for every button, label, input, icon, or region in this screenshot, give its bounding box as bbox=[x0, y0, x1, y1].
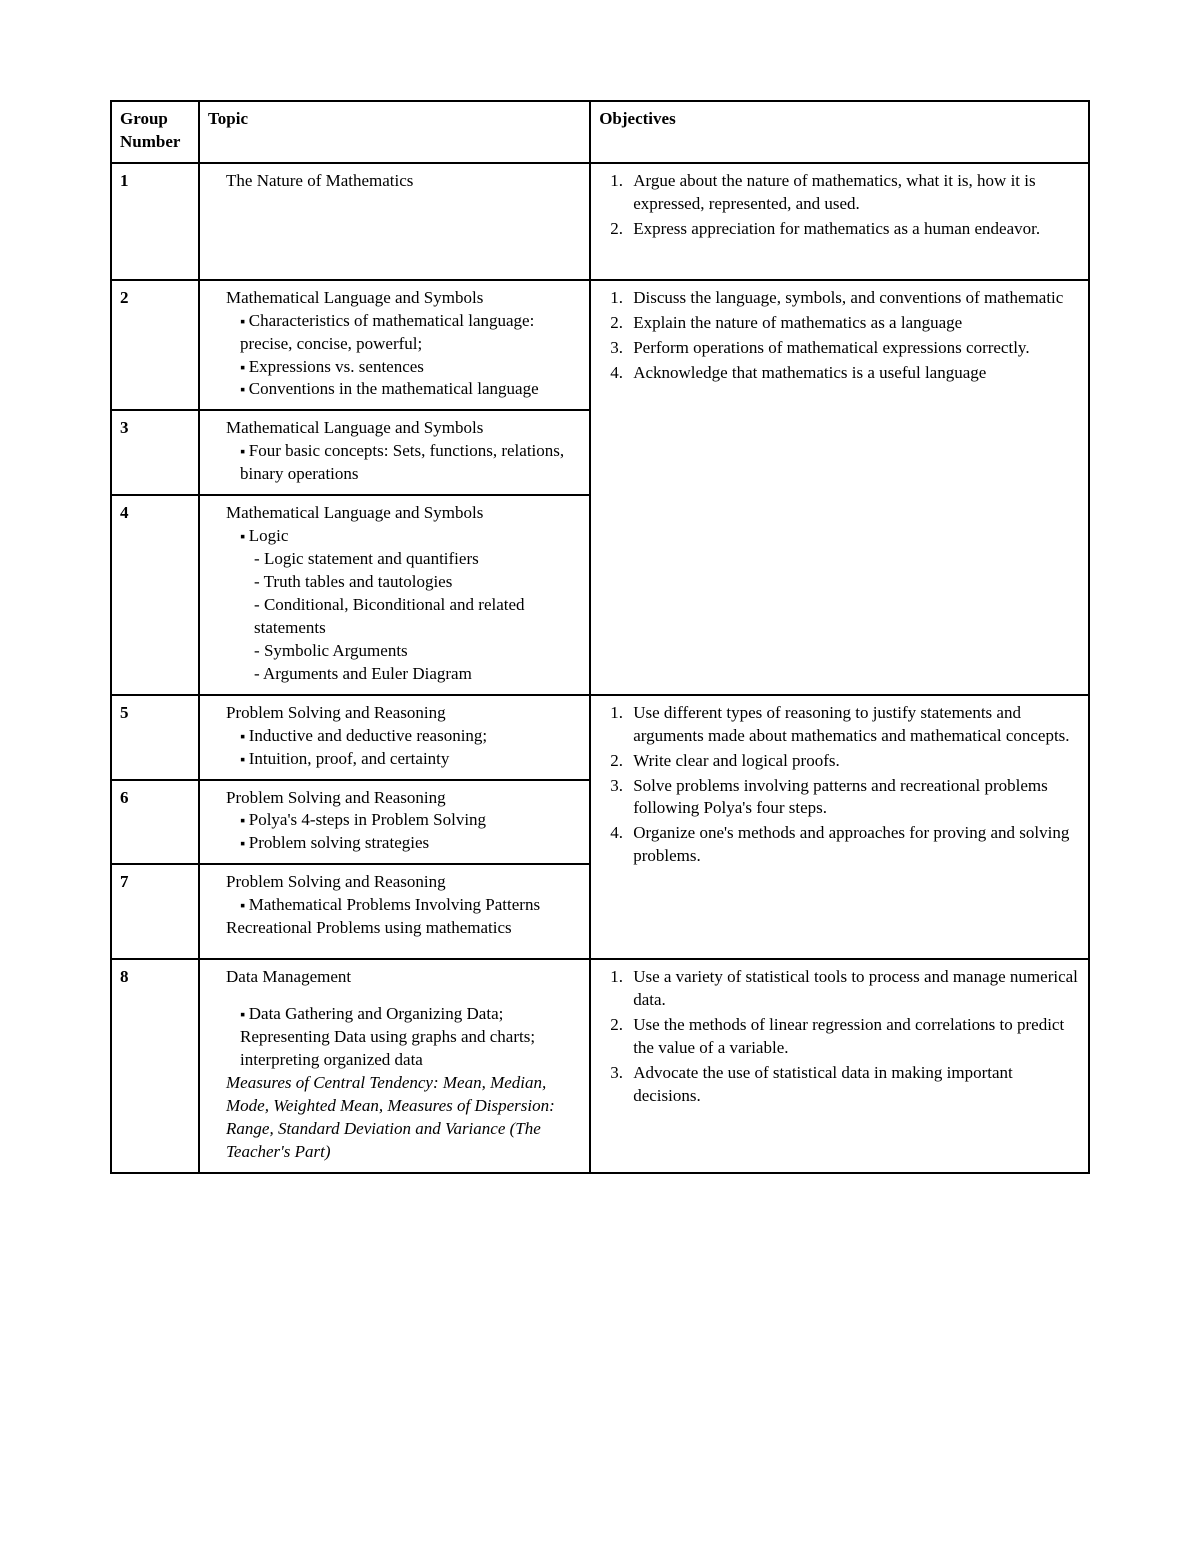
objective-item: Write clear and logical proofs. bbox=[627, 750, 1080, 773]
topic-bullet: Expressions vs. sentences bbox=[240, 356, 581, 379]
topic-bullet: Four basic concepts: Sets, functions, re… bbox=[240, 440, 581, 486]
topic-cell: The Nature of Mathematics bbox=[199, 163, 590, 280]
topic-title: Mathematical Language and Symbols bbox=[226, 287, 581, 310]
topic-cell: Data Management Data Gathering and Organ… bbox=[199, 959, 590, 1173]
group-number: 8 bbox=[111, 959, 199, 1173]
topic-bullet: Problem solving strategies bbox=[240, 832, 581, 855]
table-row: 8 Data Management Data Gathering and Org… bbox=[111, 959, 1089, 1173]
topic-bullet: Intuition, proof, and certainty bbox=[240, 748, 581, 771]
topic-cell: Mathematical Language and Symbols Logic … bbox=[199, 495, 590, 695]
objective-item: Explain the nature of mathematics as a l… bbox=[627, 312, 1080, 335]
group-number: 4 bbox=[111, 495, 199, 695]
topic-title: Problem Solving and Reasoning bbox=[226, 787, 581, 810]
topic-cell: Mathematical Language and Symbols Charac… bbox=[199, 280, 590, 411]
objective-item: Argue about the nature of mathematics, w… bbox=[627, 170, 1080, 216]
objectives-cell: Discuss the language, symbols, and conve… bbox=[590, 280, 1089, 695]
topic-dash: Arguments and Euler Diagram bbox=[254, 663, 581, 686]
objective-item: Discuss the language, symbols, and conve… bbox=[627, 287, 1080, 310]
topic-bullet: Polya's 4-steps in Problem Solving bbox=[240, 809, 581, 832]
objective-item: Acknowledge that mathematics is a useful… bbox=[627, 362, 1080, 385]
objective-item: Advocate the use of statistical data in … bbox=[627, 1062, 1080, 1108]
objective-item: Solve problems involving patterns and re… bbox=[627, 775, 1080, 821]
objectives-cell: Use different types of reasoning to just… bbox=[590, 695, 1089, 959]
topic-title: Mathematical Language and Symbols bbox=[226, 417, 581, 440]
objective-item: Express appreciation for mathematics as … bbox=[627, 218, 1080, 241]
topic-bullet: Data Gathering and Organizing Data; Repr… bbox=[240, 1003, 581, 1072]
group-number: 1 bbox=[111, 163, 199, 280]
topic-dash: Truth tables and tautologies bbox=[254, 571, 581, 594]
group-number: 3 bbox=[111, 410, 199, 495]
topic-title: Data Management bbox=[226, 966, 581, 989]
topic-dash: Symbolic Arguments bbox=[254, 640, 581, 663]
topic-bullet: Inductive and deductive reasoning; bbox=[240, 725, 581, 748]
header-objectives: Objectives bbox=[590, 101, 1089, 163]
group-number: 2 bbox=[111, 280, 199, 411]
table-row: 5 Problem Solving and Reasoning Inductiv… bbox=[111, 695, 1089, 780]
objective-item: Use the methods of linear regression and… bbox=[627, 1014, 1080, 1060]
header-row: Group Number Topic Objectives bbox=[111, 101, 1089, 163]
topic-cell: Problem Solving and Reasoning Polya's 4-… bbox=[199, 780, 590, 865]
topic-bullet: Mathematical Problems Involving Patterns bbox=[240, 894, 581, 917]
topic-italic: Measures of Central Tendency: Mean, Medi… bbox=[226, 1073, 555, 1161]
objective-item: Use a variety of statistical tools to pr… bbox=[627, 966, 1080, 1012]
topic-cell: Problem Solving and Reasoning Mathematic… bbox=[199, 864, 590, 959]
topic-dash: Conditional, Biconditional and related s… bbox=[254, 594, 581, 640]
header-group: Group Number bbox=[111, 101, 199, 163]
topic-title: Mathematical Language and Symbols bbox=[226, 502, 581, 525]
topic-cell: Problem Solving and Reasoning Inductive … bbox=[199, 695, 590, 780]
objective-item: Use different types of reasoning to just… bbox=[627, 702, 1080, 748]
syllabus-table: Group Number Topic Objectives 1 The Natu… bbox=[110, 100, 1090, 1174]
topic-bullet: Characteristics of mathematical language… bbox=[240, 310, 581, 356]
objectives-cell: Argue about the nature of mathematics, w… bbox=[590, 163, 1089, 280]
objective-item: Organize one's methods and approaches fo… bbox=[627, 822, 1080, 868]
objectives-cell: Use a variety of statistical tools to pr… bbox=[590, 959, 1089, 1173]
table-row: 2 Mathematical Language and Symbols Char… bbox=[111, 280, 1089, 411]
topic-dash: Logic statement and quantifiers bbox=[254, 548, 581, 571]
objective-item: Perform operations of mathematical expre… bbox=[627, 337, 1080, 360]
topic-title: The Nature of Mathematics bbox=[226, 170, 581, 193]
topic-title: Problem Solving and Reasoning bbox=[226, 702, 581, 725]
topic-bullet: Logic bbox=[240, 525, 581, 548]
group-number: 6 bbox=[111, 780, 199, 865]
topic-bullet: Conventions in the mathematical language bbox=[240, 378, 581, 401]
header-topic: Topic bbox=[199, 101, 590, 163]
table-row: 1 The Nature of Mathematics Argue about … bbox=[111, 163, 1089, 280]
group-number: 7 bbox=[111, 864, 199, 959]
topic-cell: Mathematical Language and Symbols Four b… bbox=[199, 410, 590, 495]
topic-line: Recreational Problems using mathematics bbox=[226, 918, 512, 937]
group-number: 5 bbox=[111, 695, 199, 780]
topic-title: Problem Solving and Reasoning bbox=[226, 871, 581, 894]
